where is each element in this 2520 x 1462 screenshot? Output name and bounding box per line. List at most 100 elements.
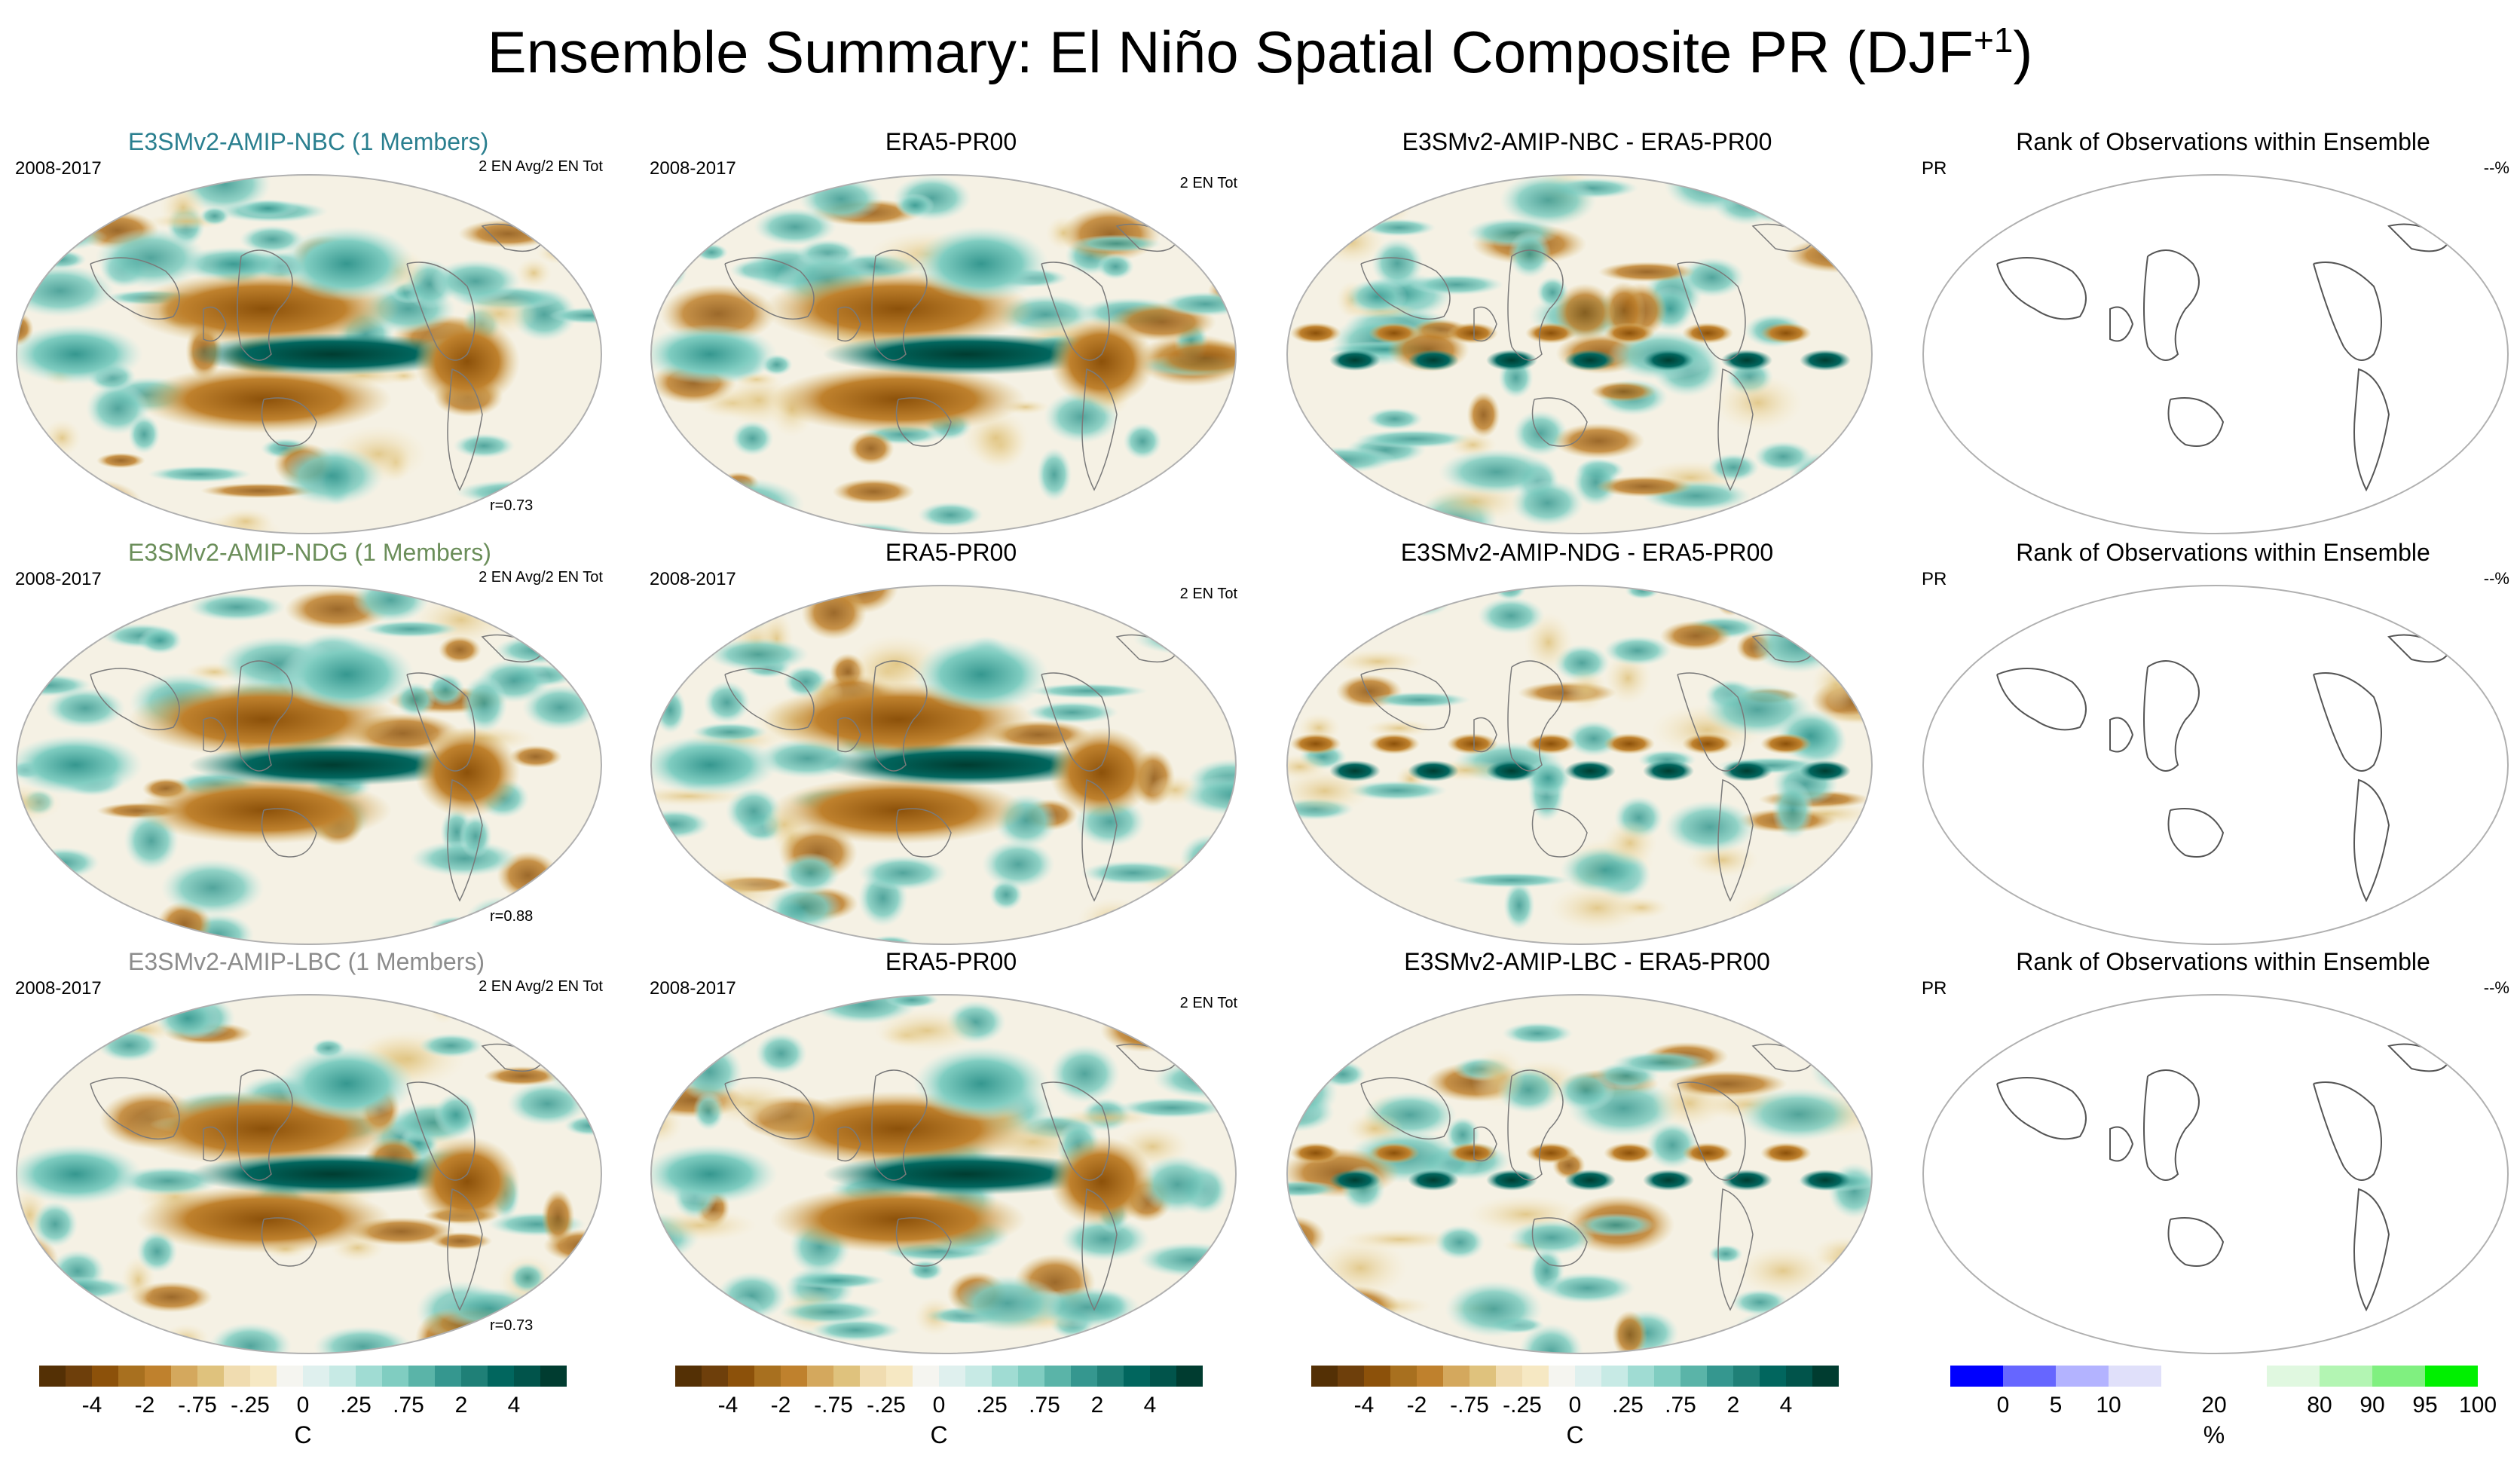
colorbar-swatch (461, 1366, 488, 1387)
map-model (16, 585, 602, 945)
colorbar-swatch (356, 1366, 383, 1387)
map-rank (1922, 585, 2509, 945)
colorbar-swatch (702, 1366, 729, 1387)
obs-note: 2 EN Tot (1179, 175, 1237, 191)
model-note: 2 EN Avg/2 EN Tot (479, 978, 603, 995)
colorbar-tick: -.25 (1503, 1393, 1542, 1418)
rank-left-label: PR (1922, 978, 1947, 999)
colorbar-swatch (2320, 1366, 2373, 1387)
colorbar-swatch (1760, 1366, 1787, 1387)
colorbar-swatch (1733, 1366, 1760, 1387)
colorbar-swatch (1044, 1366, 1072, 1387)
map-obs (650, 174, 1237, 534)
obs-note: 2 EN Tot (1179, 995, 1237, 1011)
obs-period-label: 2008-2017 (650, 569, 736, 589)
panel-rank-row1: Rank of Observations within Ensemble PR --… (1922, 128, 2520, 550)
rank-left-label: PR (1922, 569, 1947, 589)
model-title: E3SMv2-AMIP-NBC (1 Members) (128, 128, 489, 155)
colorbar-tick: -.75 (178, 1393, 217, 1418)
colorbar-swatch (250, 1366, 277, 1387)
rank-left-label: PR (1922, 158, 1947, 179)
map-diff (1286, 585, 1873, 945)
colorbar-swatch (1549, 1366, 1576, 1387)
colorbar-swatch (329, 1366, 356, 1387)
colorbar-tick: 95 (2412, 1393, 2438, 1418)
correlation-label: r=0.73 (490, 497, 534, 514)
colorbar-tick: 10 (2096, 1393, 2121, 1418)
colorbar-swatch (435, 1366, 462, 1387)
panel-obs-row3: ERA5-PR00 2008-2017 2 EN Tot (650, 948, 1252, 1370)
panel-diff-row2: E3SMv2-AMIP-NDG - ERA5-PR00 (1286, 539, 1888, 961)
colorbar-swatch (992, 1366, 1019, 1387)
colorbar-swatch (860, 1366, 887, 1387)
colorbar-swatch (514, 1366, 541, 1387)
colorbar-tick: -.75 (1450, 1393, 1489, 1418)
panel-obs-row2: ERA5-PR00 2008-2017 2 EN Tot (650, 539, 1252, 961)
colorbar-swatch (2425, 1366, 2478, 1387)
colorbar-tick: .75 (1029, 1393, 1060, 1418)
obs-title: ERA5-PR00 (885, 128, 1017, 155)
colorbar-unit: % (2203, 1421, 2225, 1448)
map-diff (1286, 174, 1873, 534)
colorbar-tick: 80 (2307, 1393, 2332, 1418)
colorbar-swatch (2214, 1366, 2268, 1387)
figure-title: Ensemble Summary: El Niño Spatial Compos… (487, 19, 2033, 85)
obs-period-label: 2008-2017 (650, 978, 736, 999)
rank-right-label: --% (2483, 569, 2509, 588)
colorbar-tick: -.25 (867, 1393, 906, 1418)
colorbar-tick: -4 (81, 1393, 102, 1418)
colorbar-swatch (1338, 1366, 1365, 1387)
colorbar-tick: 0 (296, 1393, 310, 1418)
colorbar-swatch (913, 1366, 940, 1387)
colorbar-unit: C (930, 1421, 948, 1448)
obs-title: ERA5-PR00 (885, 539, 1017, 566)
diff-title: E3SMv2-AMIP-LBC - ERA5-PR00 (1404, 948, 1770, 975)
obs-note: 2 EN Tot (1179, 586, 1237, 602)
correlation-label: r=0.73 (490, 1317, 534, 1334)
colorbar-tick: 0 (1996, 1393, 2010, 1418)
colorbar-swatch (2372, 1366, 2426, 1387)
colorbar-swatch (2267, 1366, 2320, 1387)
colorbar-swatch (1654, 1366, 1681, 1387)
colorbar-swatch (2003, 1366, 2057, 1387)
period-label: 2008-2017 (15, 158, 102, 179)
colorbar-tick: .75 (1665, 1393, 1696, 1418)
colorbar-swatch (540, 1366, 567, 1387)
colorbar-swatch (1150, 1366, 1177, 1387)
colorbar-tick: 100 (2458, 1393, 2497, 1418)
colorbar-swatch (1071, 1366, 1098, 1387)
colorbar-tick: -.25 (231, 1393, 270, 1418)
colorbar-unit: C (1566, 1421, 1584, 1448)
colorbar-swatch (224, 1366, 251, 1387)
panel-model-row3: E3SMv2-AMIP-LBC (1 Members) 2008-2017 2 EN… (15, 948, 618, 1370)
colorbar-swatch (2109, 1366, 2162, 1387)
colorbar-swatch (39, 1366, 66, 1387)
colorbar-swatch (408, 1366, 436, 1387)
colorbar-tick: .25 (976, 1393, 1008, 1418)
colorbar-tick: -2 (134, 1393, 155, 1418)
colorbar-swatch (965, 1366, 992, 1387)
colorbar-swatch (728, 1366, 755, 1387)
colorbar-tick: .25 (340, 1393, 372, 1418)
colorbar-swatch (1390, 1366, 1418, 1387)
colorbar-tick: 2 (1090, 1393, 1104, 1418)
colorbar-swatch (2161, 1366, 2215, 1387)
map-obs (650, 994, 1237, 1354)
model-title: E3SMv2-AMIP-NDG (1 Members) (128, 539, 491, 566)
map-rank (1922, 174, 2509, 534)
model-title: E3SMv2-AMIP-LBC (1 Members) (128, 948, 485, 975)
colorbar-tick: 20 (2201, 1393, 2227, 1418)
colorbar-swatch (1496, 1366, 1523, 1387)
colorbar-tick: 5 (2049, 1393, 2063, 1418)
colorbar-swatch (1575, 1366, 1602, 1387)
colorbar-tick: 0 (1568, 1393, 1582, 1418)
diff-title: E3SMv2-AMIP-NBC - ERA5-PR00 (1402, 128, 1772, 155)
colorbar-swatch (1950, 1366, 2004, 1387)
colorbar-swatch (1443, 1366, 1470, 1387)
map-model (16, 994, 602, 1354)
colorbar-swatch (66, 1366, 93, 1387)
panel-diff-row1: E3SMv2-AMIP-NBC - ERA5-PR00 (1286, 128, 1888, 550)
panel-model-row1: E3SMv2-AMIP-NBC (1 Members) 2008-2017 2 EN… (15, 128, 618, 550)
colorbar-swatch (488, 1366, 515, 1387)
colorbar-swatch (1311, 1366, 1338, 1387)
